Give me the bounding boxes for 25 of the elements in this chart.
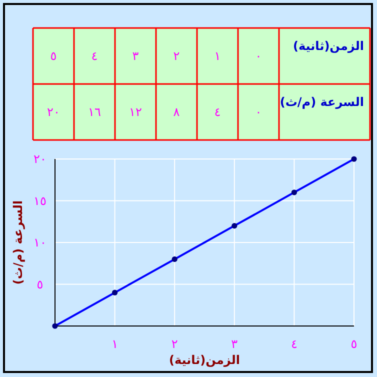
x-tick-label: ٤ — [290, 337, 298, 351]
cell: ٠ — [254, 48, 263, 65]
cell: ٢٠ — [46, 104, 61, 121]
cell: ٠ — [254, 104, 263, 121]
x-tick-label: ١ — [112, 337, 118, 351]
y-tick-label: ٥ — [36, 277, 44, 292]
cell: ٨ — [172, 104, 181, 121]
cell: ٥ — [49, 48, 58, 65]
x-axis-title: الزمن(ثانية) — [169, 353, 240, 367]
cell: ٤ — [213, 104, 222, 121]
cell: ١٢ — [128, 104, 143, 121]
y-tick-label: ١٥ — [34, 194, 46, 208]
x-tick-label: ٣ — [231, 337, 238, 351]
cell: ٣ — [131, 48, 140, 65]
y-tick-label: ٢٠ — [34, 152, 46, 166]
y-axis-title: السرعة (م/ث) — [11, 200, 25, 285]
cell: ٢ — [172, 48, 181, 65]
cell: ١ — [213, 48, 222, 65]
cell: ١٦ — [87, 104, 102, 121]
x-tick-label: ٢ — [171, 337, 178, 351]
y-tick-label: ١٠ — [34, 236, 46, 250]
row-header: الزمن(ثانية) — [293, 39, 364, 53]
cell: ٤ — [90, 48, 99, 65]
row-header: السرعة (م/ث) — [280, 95, 364, 109]
x-tick-label: ٥ — [350, 337, 358, 351]
